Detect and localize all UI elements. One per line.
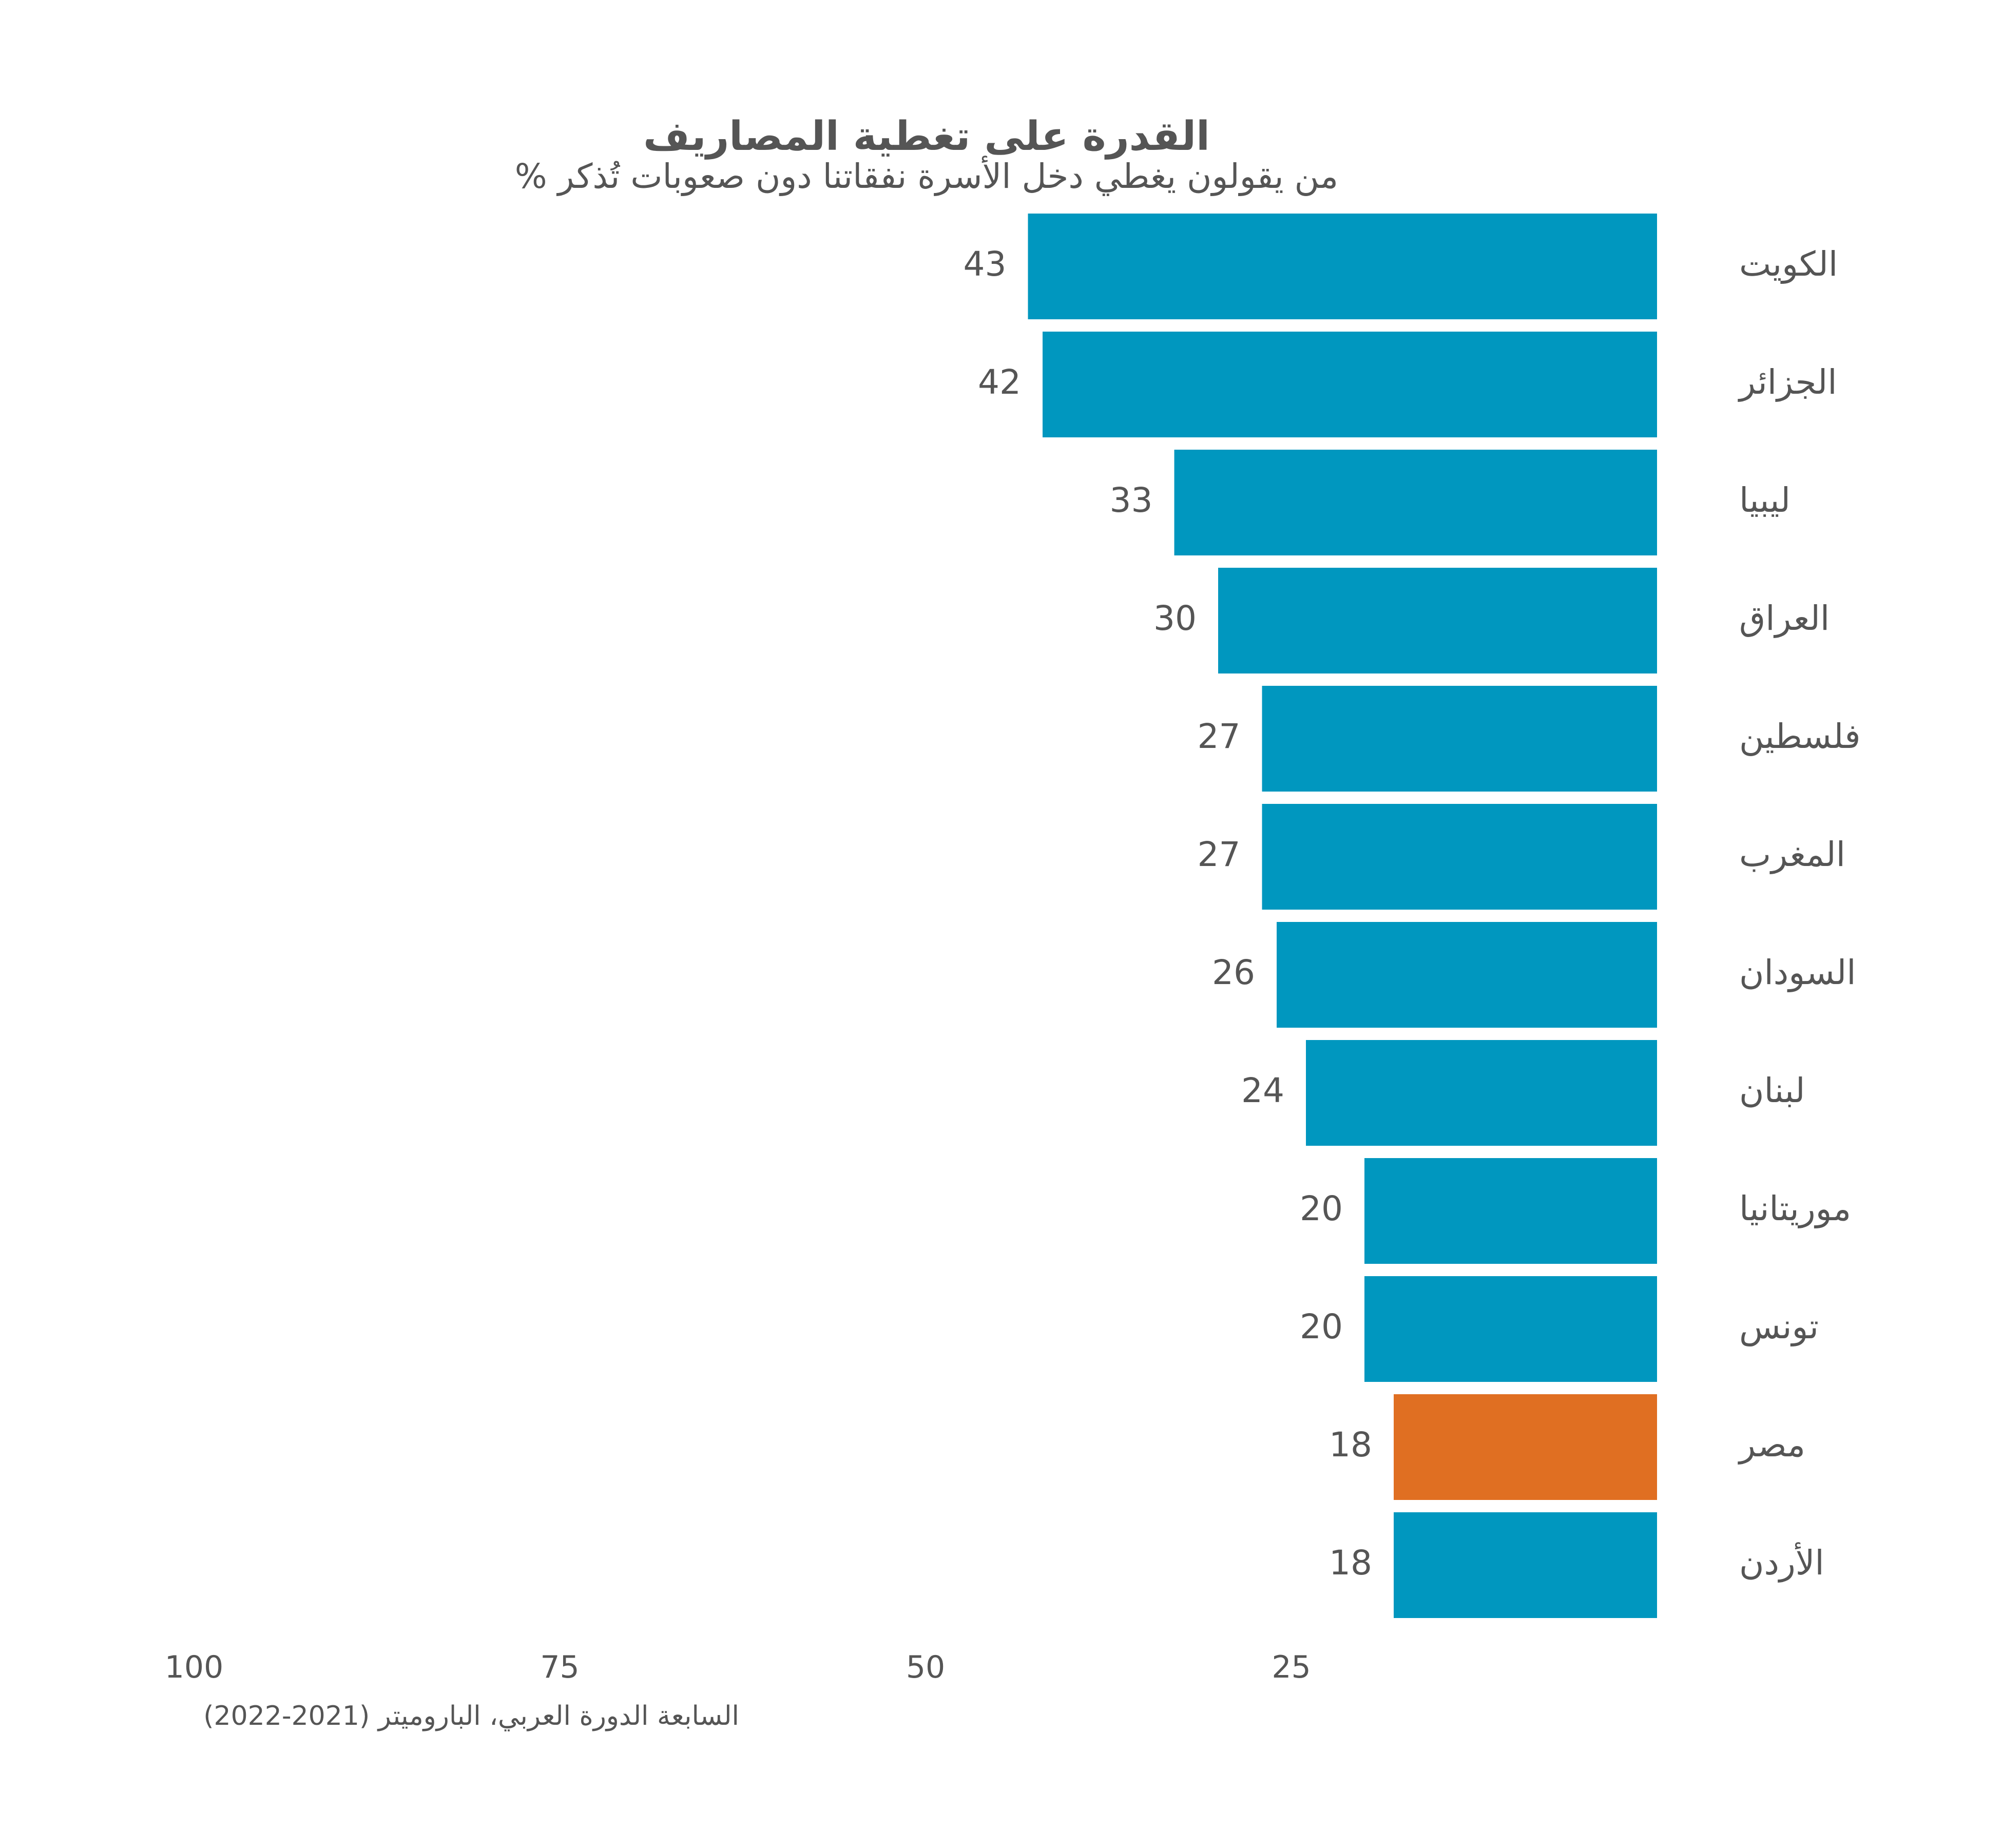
bar-value-label: 33 (1110, 480, 1153, 520)
category-label: تونس (1739, 1307, 1819, 1346)
bar (1043, 332, 1657, 437)
bar-value-label: 30 (1153, 599, 1197, 638)
x-tick-label: 25 (1272, 1649, 1311, 1685)
chart-title: القدرة على تغطية المصاريف (643, 113, 1210, 160)
bar-value-label: 20 (1300, 1189, 1343, 1228)
bar (1174, 450, 1657, 555)
bar (1028, 214, 1657, 319)
bar-value-label: 18 (1329, 1543, 1372, 1583)
x-tick-label: 100 (165, 1649, 224, 1685)
category-label: الأردن (1739, 1542, 1824, 1583)
category-label: المغرب (1739, 835, 1845, 874)
bar (1306, 1040, 1657, 1146)
category-label: السودان (1739, 953, 1856, 992)
bar-value-label: 20 (1300, 1307, 1343, 1346)
category-label: لبنان (1739, 1071, 1805, 1110)
bar-value-label: 26 (1212, 953, 1255, 992)
chart-subtitle: % من يقولون يغطي دخل الأسرة نفقاتنا دون … (515, 155, 1338, 196)
bar-value-label: 43 (964, 244, 1007, 284)
bar (1394, 1394, 1657, 1500)
x-axis-ticks: 100 75 50 25 (165, 1649, 1311, 1685)
category-label: فلسطين (1739, 717, 1861, 756)
bar (1218, 568, 1657, 673)
bar (1394, 1512, 1657, 1618)
bar-value-label: 42 (978, 362, 1021, 402)
bar-value-label: 27 (1198, 717, 1241, 756)
bar-value-label: 18 (1329, 1425, 1372, 1465)
category-label: مصر (1738, 1425, 1805, 1465)
bar (1277, 922, 1657, 1028)
bar-value-label: 27 (1198, 835, 1241, 874)
x-tick-label: 75 (540, 1649, 579, 1685)
bar (1262, 804, 1657, 910)
category-label: الجزائر (1738, 362, 1837, 402)
x-tick-label: 50 (906, 1649, 945, 1685)
category-label: العراق (1739, 599, 1830, 638)
category-label: ليبيا (1739, 480, 1791, 520)
bar (1364, 1158, 1657, 1264)
category-label: موريتانيا (1739, 1189, 1851, 1228)
source-note: السابعة الدورة العربي، الباروميتر (2021-… (203, 1701, 739, 1731)
bar-value-label: 24 (1241, 1071, 1284, 1110)
category-label: الكويت (1739, 244, 1838, 284)
bar (1364, 1276, 1657, 1382)
bar (1262, 686, 1657, 792)
bars-layer: 43 الكويت 42 الجزائر 33 ليبيا 30 العراق 27 فلسطين… (964, 214, 1861, 1618)
